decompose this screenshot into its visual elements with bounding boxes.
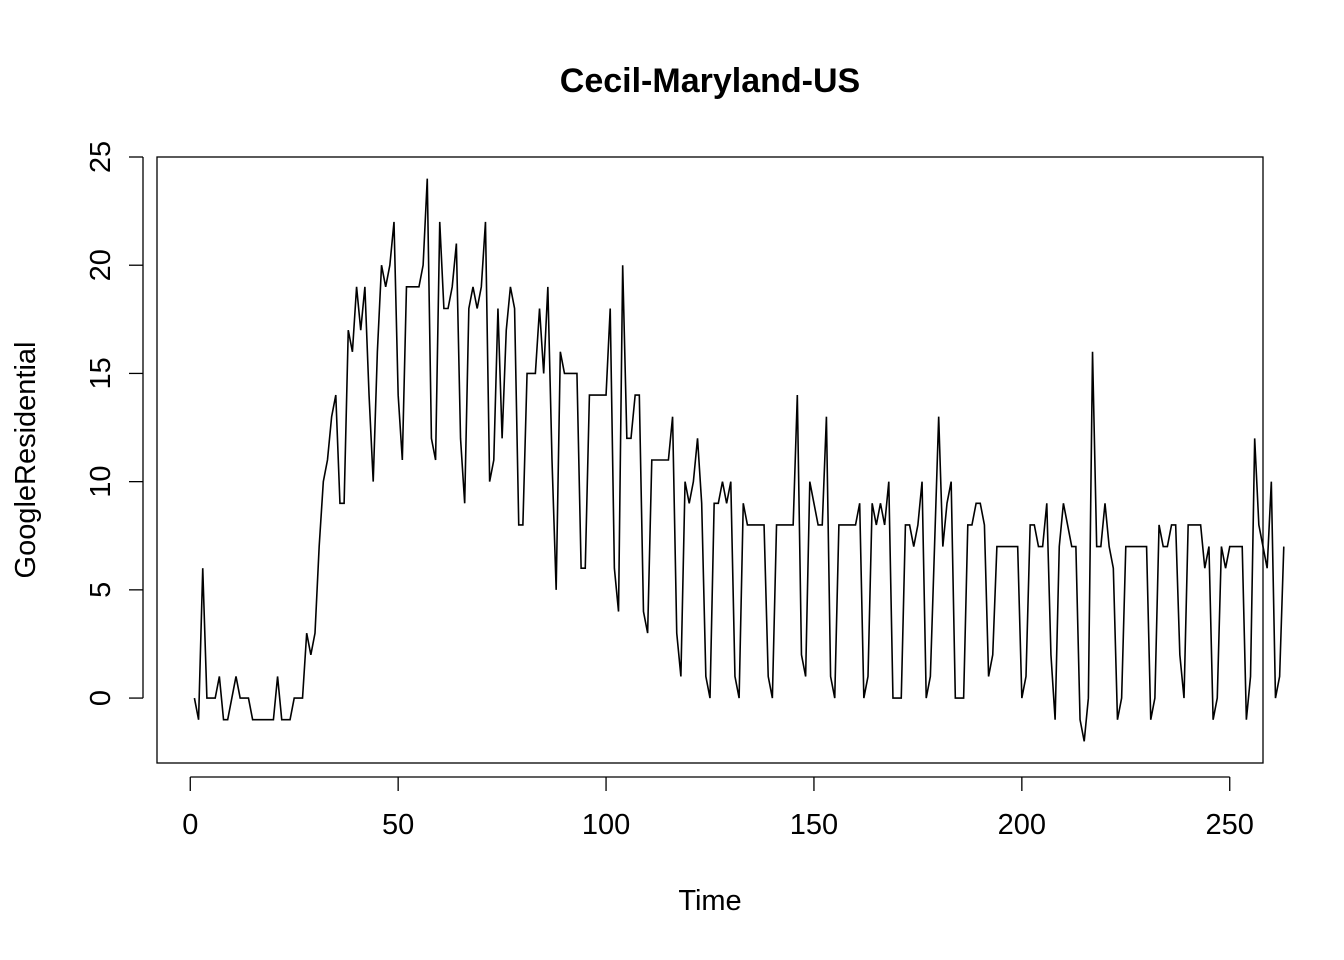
x-tick-label: 0 — [182, 809, 198, 841]
data-series — [193, 178, 1285, 742]
y-tick-label: 15 — [85, 357, 117, 389]
x-tick-label: 150 — [790, 809, 838, 841]
chart-title: Cecil-Maryland-US — [560, 62, 860, 100]
y-tick-label: 10 — [85, 466, 117, 498]
x-tick-label: 100 — [582, 809, 630, 841]
x-tick-label: 50 — [382, 809, 414, 841]
y-tick-label: 25 — [85, 141, 117, 173]
x-tick-label: 200 — [998, 809, 1046, 841]
plot-area — [156, 156, 1264, 764]
x-axis-label: Time — [678, 885, 741, 917]
y-tick-label: 5 — [85, 582, 117, 598]
y-axis: 0 5 10 15 20 25 — [85, 141, 144, 706]
x-axis: 0 50 100 150 200 250 — [182, 776, 1254, 841]
y-axis-label: GoogleResidential — [10, 342, 42, 579]
y-tick-label: 0 — [85, 690, 117, 706]
series-line — [193, 178, 1285, 742]
y-tick-label: 20 — [85, 249, 117, 281]
x-tick-label: 250 — [1206, 809, 1254, 841]
